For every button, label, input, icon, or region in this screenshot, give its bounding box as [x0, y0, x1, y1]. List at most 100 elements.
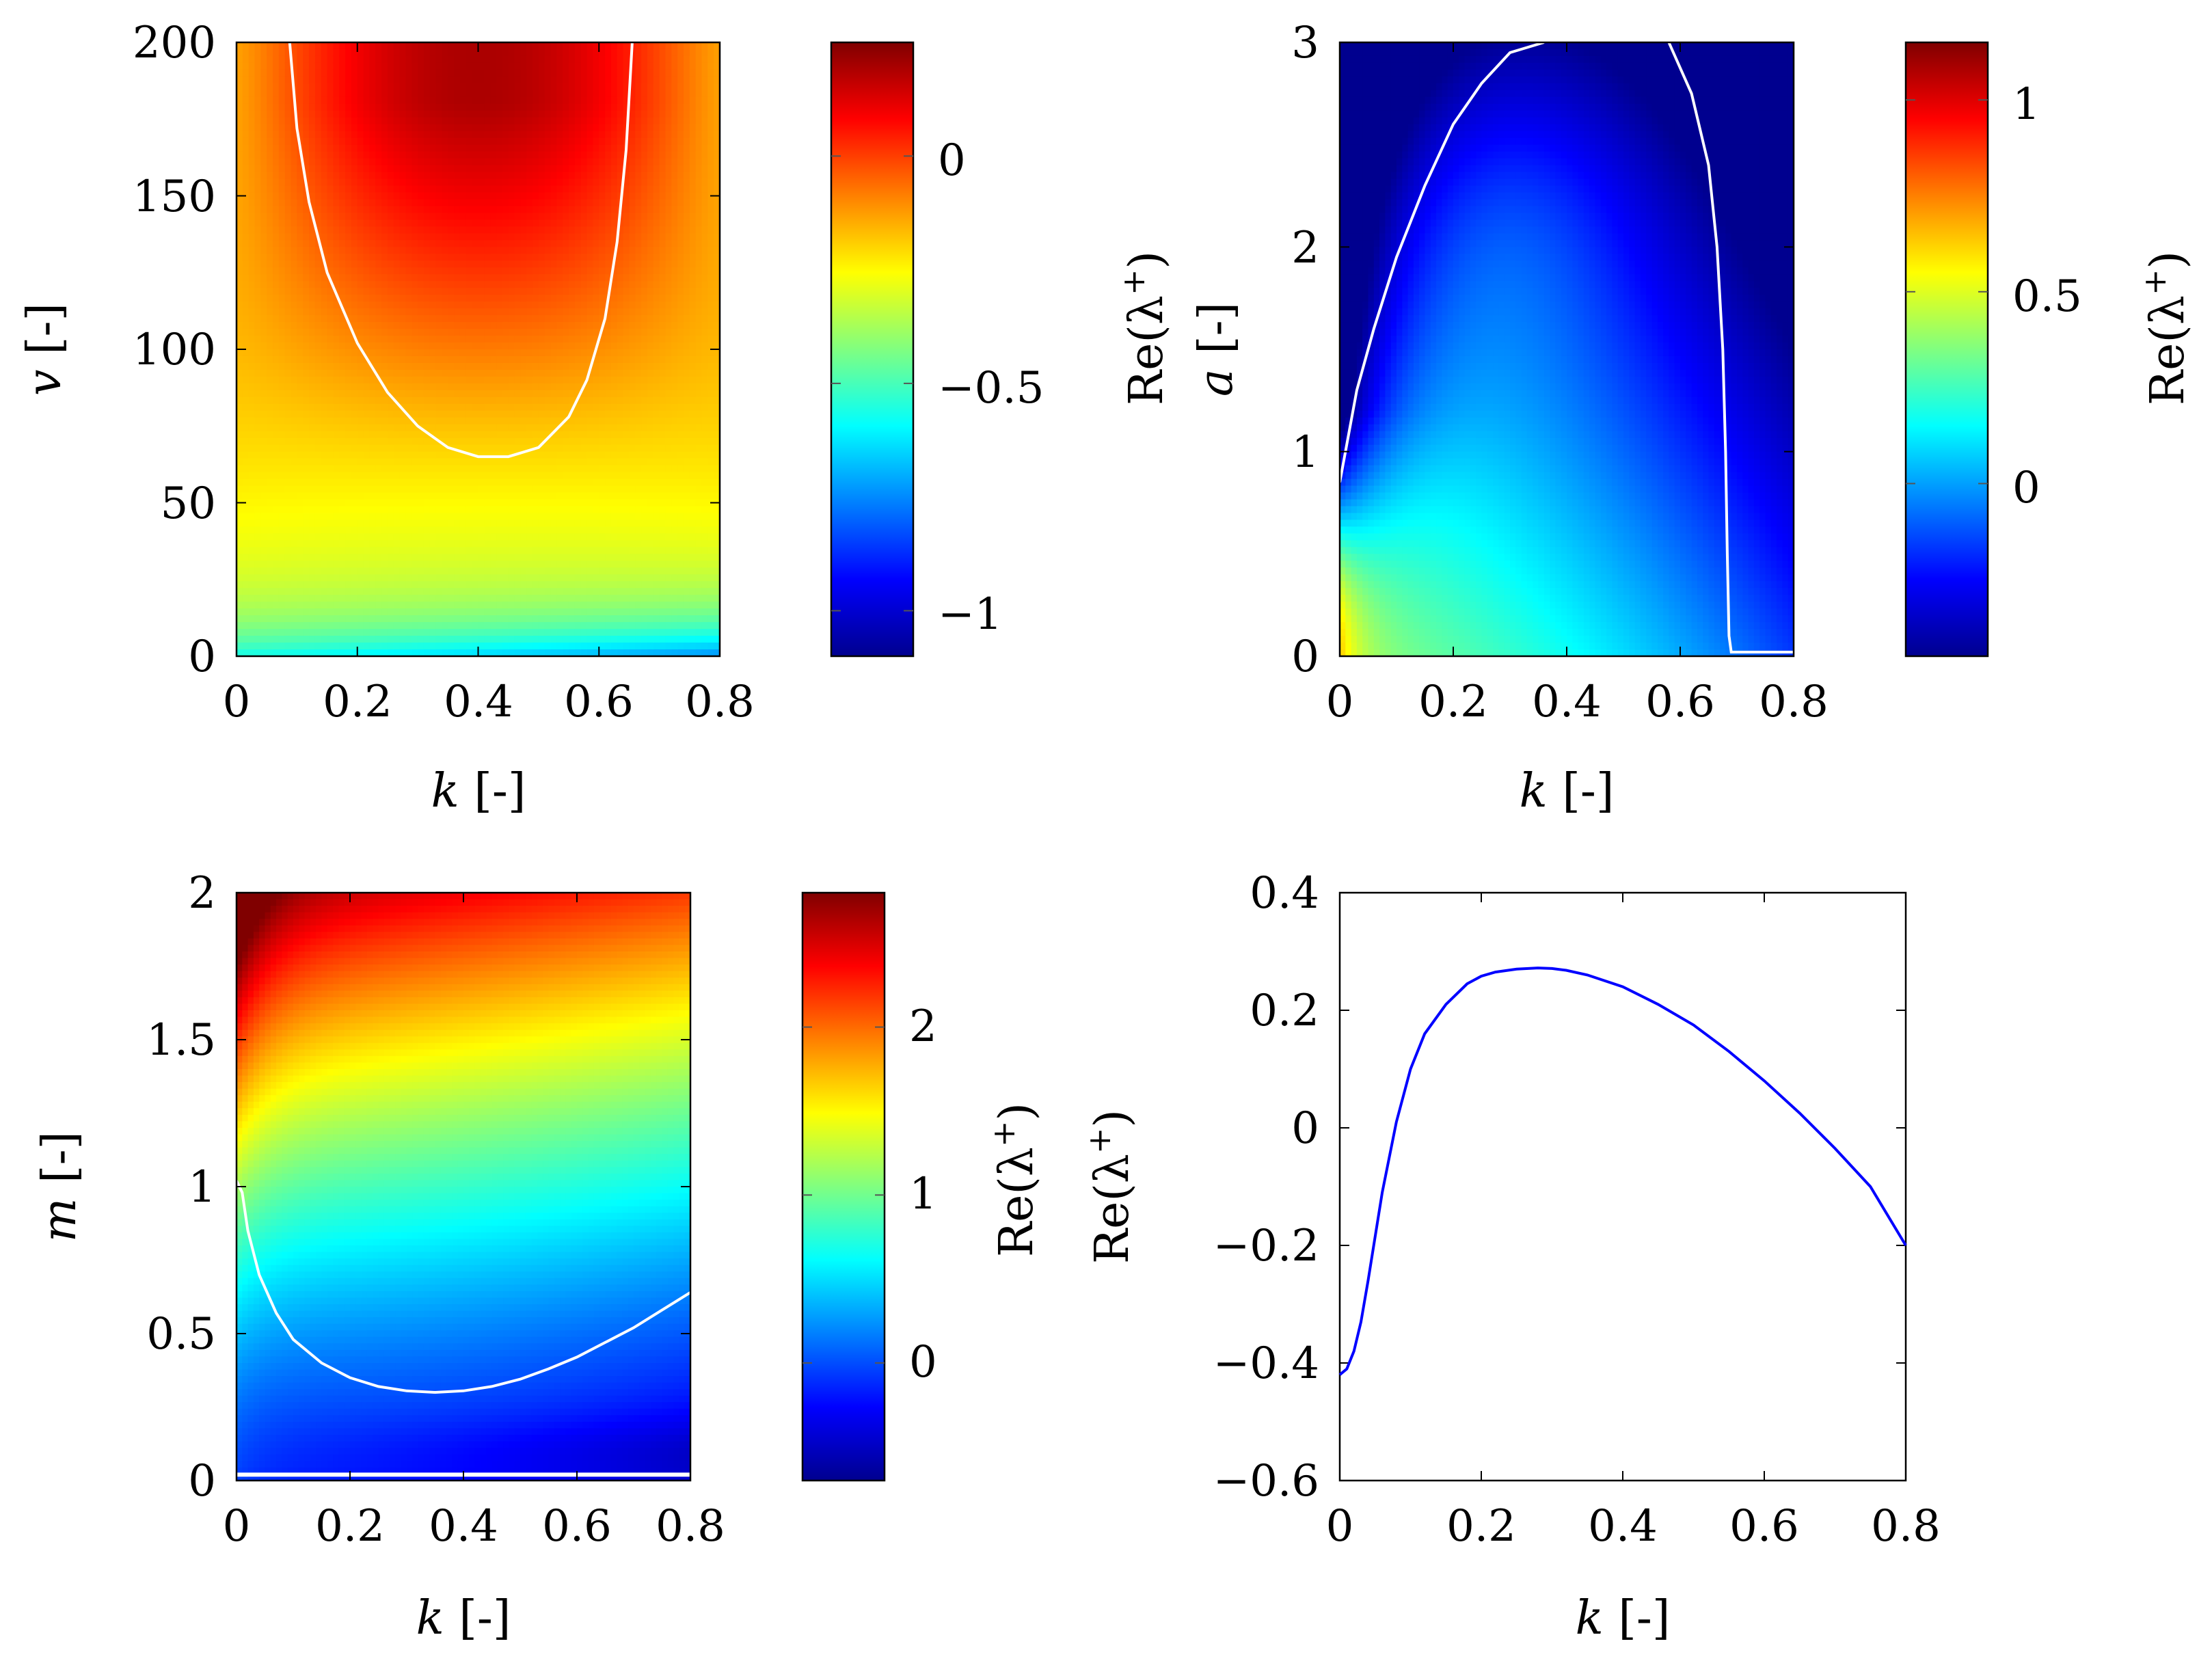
heatmap-cell [315, 118, 321, 125]
heatmap-cell [333, 336, 339, 343]
heatmap-cell [243, 104, 249, 111]
heatmap-cell [249, 152, 255, 159]
heatmap-cell [327, 533, 334, 541]
heatmap-cell [327, 118, 334, 125]
heatmap-cell [285, 131, 291, 139]
heatmap-cell [303, 636, 309, 643]
heatmap-cell [255, 124, 261, 132]
heatmap-cell [273, 629, 279, 636]
heatmap-cell [333, 56, 339, 64]
heatmap-cell [351, 219, 358, 227]
heatmap-cell [267, 574, 273, 582]
heatmap-cell [255, 431, 261, 439]
heatmap-cell [285, 288, 291, 295]
heatmap-cell [255, 206, 261, 213]
heatmap-cell [339, 260, 345, 268]
heatmap-cell [303, 240, 309, 247]
heatmap-cell [303, 472, 309, 480]
heatmap-cell [260, 138, 267, 146]
heatmap-cell [297, 519, 303, 527]
heatmap-cell [315, 295, 321, 302]
heatmap-cell [345, 390, 351, 398]
heatmap-cell [255, 581, 261, 589]
heatmap-cell [333, 145, 339, 152]
heatmap-cell [303, 274, 309, 282]
heatmap-cell [267, 404, 273, 411]
heatmap-cell [237, 506, 243, 513]
heatmap-cell [267, 295, 273, 302]
heatmap-cell [237, 172, 243, 180]
heatmap-cell [315, 70, 321, 77]
heatmap-cell [273, 111, 279, 118]
heatmap-cell [339, 77, 345, 84]
heatmap-cell [333, 602, 339, 609]
heatmap-cell [297, 424, 303, 432]
heatmap-cell [243, 602, 249, 609]
heatmap-cell [255, 533, 261, 541]
heatmap-cell [345, 356, 351, 364]
heatmap-cell [267, 165, 273, 173]
heatmap-cell [249, 336, 255, 343]
heatmap-cell [267, 131, 273, 139]
heatmap-cell [333, 315, 339, 323]
heatmap-cell [333, 581, 339, 589]
heatmap-cell [260, 83, 267, 91]
heatmap-cell [260, 295, 267, 302]
heatmap-cell [351, 588, 358, 595]
heatmap-cell [339, 615, 345, 623]
heatmap-cell [327, 315, 334, 323]
heatmap-cell [309, 118, 315, 125]
heatmap-cell [315, 602, 321, 609]
heatmap-cell [351, 172, 358, 180]
heatmap-cell [333, 643, 339, 650]
heatmap-cell [339, 533, 345, 541]
heatmap-cell [243, 226, 249, 234]
heatmap-cell [291, 459, 297, 466]
heatmap-cell [243, 363, 249, 370]
heatmap-cell [249, 288, 255, 295]
heatmap-cell [279, 315, 285, 323]
heatmap-cell [327, 219, 334, 227]
heatmap-cell [351, 111, 358, 118]
heatmap-cell [255, 165, 261, 173]
heatmap-cell [333, 506, 339, 513]
heatmap-cell [327, 588, 334, 595]
heatmap-cell [358, 233, 364, 241]
heatmap-cell [303, 540, 309, 548]
heatmap-cell [333, 356, 339, 364]
heatmap-cell [303, 459, 309, 466]
heatmap-cell [237, 390, 243, 398]
heatmap-cell [237, 547, 243, 554]
heatmap-cell [291, 322, 297, 329]
heatmap-cell [333, 636, 339, 643]
heatmap-cell [321, 533, 327, 541]
heatmap-cell [237, 397, 243, 405]
heatmap-cell [339, 431, 345, 439]
heatmap-cell [351, 213, 358, 220]
heatmap-cell [309, 438, 315, 446]
heatmap-cell [285, 240, 291, 247]
heatmap-cell [249, 615, 255, 623]
heatmap-cell [291, 465, 297, 473]
heatmap-cell [327, 411, 334, 418]
heatmap-cell [267, 104, 273, 111]
heatmap-cell [321, 172, 327, 180]
heatmap-cell [303, 219, 309, 227]
heatmap-cell [327, 622, 334, 630]
heatmap-cell [260, 363, 267, 370]
heatmap-cell [249, 159, 255, 166]
heatmap-cell [243, 486, 249, 494]
heatmap-cell [309, 152, 315, 159]
heatmap-cell [327, 233, 334, 241]
heatmap-cell [249, 581, 255, 589]
heatmap-cell [273, 104, 279, 111]
heatmap-cell [243, 165, 249, 173]
heatmap-cell [260, 608, 267, 616]
heatmap-cell [291, 506, 297, 513]
heatmap-cell [237, 152, 243, 159]
heatmap-cell [297, 629, 303, 636]
heatmap-cell [297, 574, 303, 582]
heatmap-cell [267, 622, 273, 630]
heatmap-cell [321, 445, 327, 453]
heatmap-cell [345, 288, 351, 295]
